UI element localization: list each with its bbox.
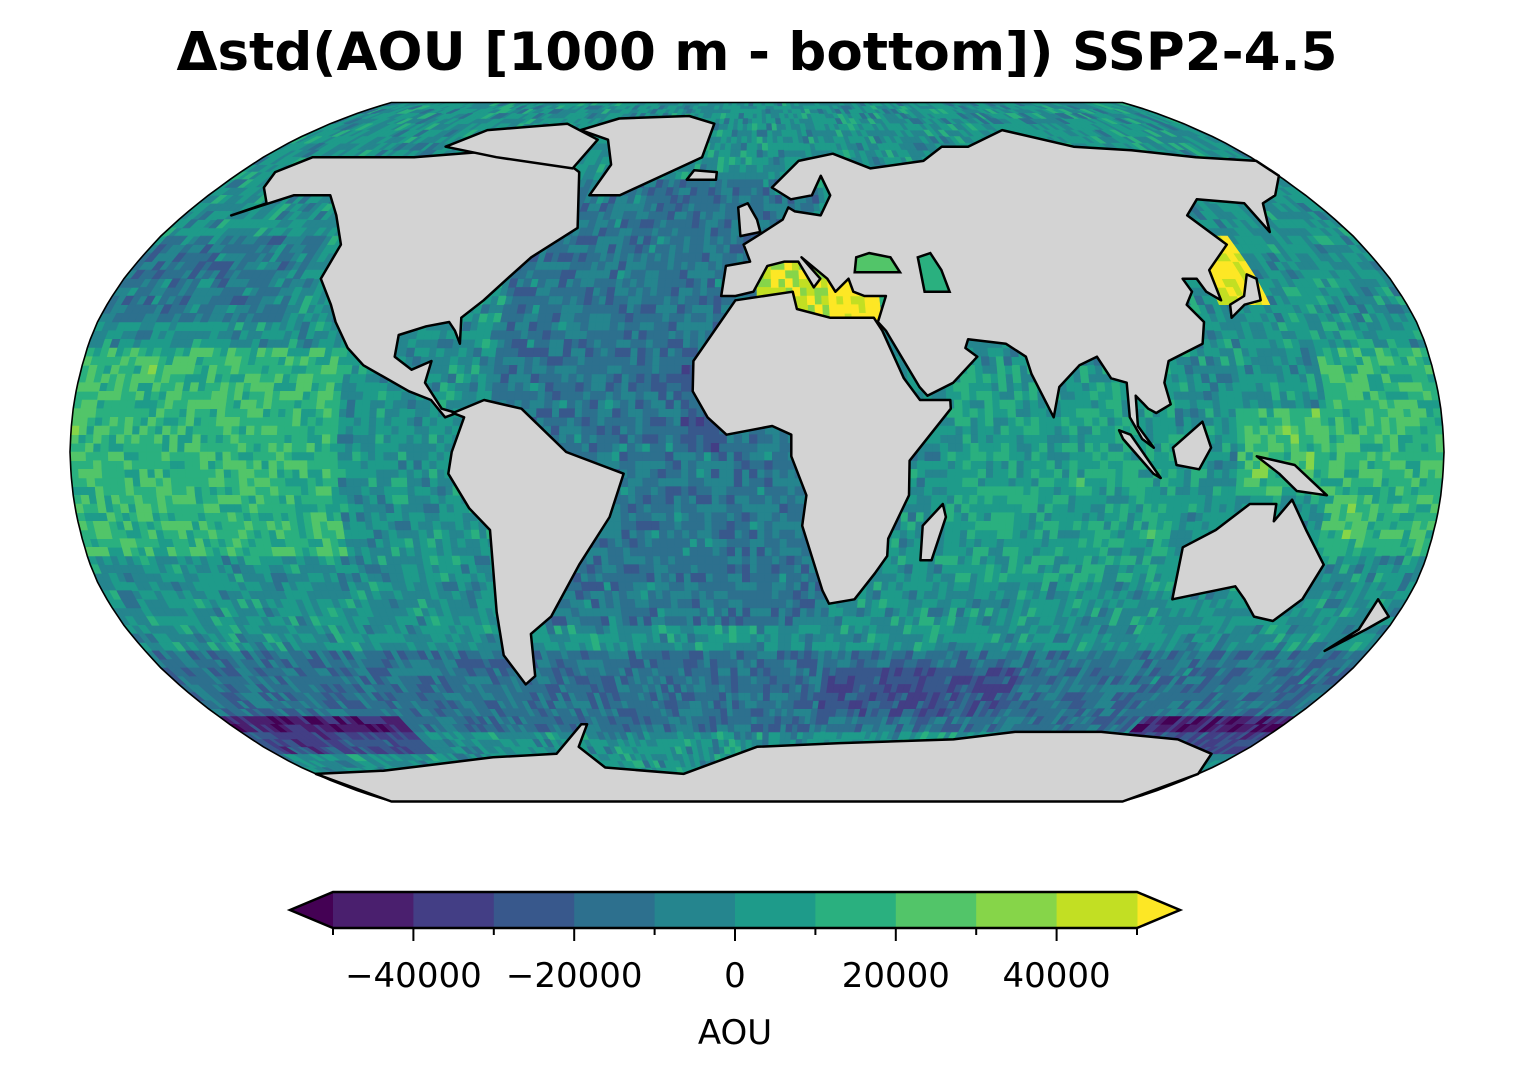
land-greenland — [579, 114, 716, 197]
land-south-america — [447, 398, 625, 686]
land-japan — [1228, 273, 1262, 319]
colorbar: −40000 −20000 0 20000 40000 — [286, 890, 1184, 996]
land-antarctica — [314, 723, 1213, 803]
data-field — [70, 102, 1444, 802]
land-australia — [1171, 498, 1325, 623]
colorbar-segment-3 — [574, 892, 656, 928]
colorbar-segment-1 — [413, 892, 495, 928]
colorbar-segment-0 — [333, 892, 414, 928]
caspian-sea — [916, 251, 952, 293]
colorbar-segment-7 — [895, 892, 977, 928]
colorbar-extend-under — [290, 892, 333, 928]
land-iceland — [685, 168, 719, 181]
land-eurasia — [719, 128, 1281, 449]
colorbar-segment-5 — [735, 892, 816, 928]
black-sea — [853, 251, 903, 274]
colorbar-tick-label: 20000 — [842, 956, 950, 996]
colorbar-segment-6 — [815, 892, 897, 928]
land-new-guinea — [1255, 455, 1329, 497]
colorbar-tick-label: 0 — [724, 956, 746, 996]
map-boundary — [69, 101, 1445, 803]
colorbar-segment-9 — [1056, 892, 1138, 928]
colorbar-segment-8 — [976, 892, 1058, 928]
colorbar-tick-label: 40000 — [1003, 956, 1111, 996]
land-new-zealand — [1323, 598, 1391, 653]
land-sumatra — [1117, 429, 1162, 480]
land-masses — [229, 114, 1391, 803]
colorbar-tick-label: −20000 — [506, 956, 643, 996]
colorbar-segment-4 — [654, 892, 736, 928]
land-north-america — [229, 145, 581, 419]
land-uk — [736, 202, 762, 238]
colorbar-label: AOU — [698, 1013, 772, 1053]
map-title: Δstd(AOU [1000 m - bottom]) SSP2-4.5 — [176, 22, 1338, 83]
land-madagascar — [919, 502, 948, 562]
land-arctic-islands — [444, 122, 599, 170]
colorbar-segment-2 — [493, 892, 575, 928]
land-africa — [691, 290, 953, 605]
colorbar-tick-label: −40000 — [345, 956, 482, 996]
field-level-7 — [228, 716, 1286, 733]
land-borneo — [1171, 420, 1213, 471]
colorbar-extend-over — [1137, 892, 1180, 928]
